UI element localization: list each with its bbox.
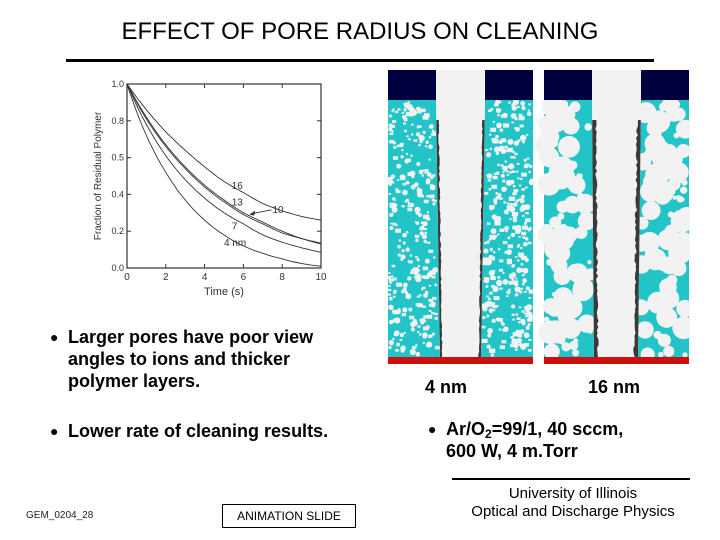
y-tick-label: 0.2 <box>111 226 124 236</box>
bullet-dot: ● <box>50 423 59 439</box>
curve-label: 7 <box>232 221 238 232</box>
bullet-text: Ar/O2=99/1, 40 sccm, 600 W, 4 m.Torr <box>446 419 624 461</box>
pore-simulation-images <box>386 70 699 366</box>
x-tick-label: 6 <box>241 272 247 283</box>
y-tick-label: 1.0 <box>111 79 124 89</box>
bullet-process-conditions: ● Ar/O2=99/1, 40 sccm, 600 W, 4 m.Torr <box>428 418 708 462</box>
curve-10 <box>126 83 322 244</box>
curve-label: 4 nm <box>224 238 246 249</box>
y-axis-label: Fraction of Residual Polymer <box>93 111 104 240</box>
plot-frame <box>126 83 322 269</box>
plot-area: 0 2 4 6 8 10 0.0 0.2 0.4 0.5 0.8 1.0 Time (s) Fractio… <box>93 79 327 298</box>
x-axis-label: Time (s) <box>204 286 244 298</box>
animation-slide-label: ANIMATION SLIDE <box>222 504 356 528</box>
pore-label-16nm: 16 nm <box>588 377 641 397</box>
y-tick-label: 0.5 <box>111 153 124 163</box>
arrow-icon <box>249 210 256 216</box>
curve-label: 10 <box>273 205 285 216</box>
bullet-pore-view-angles: ● Larger pores have poor view angles to … <box>50 326 360 392</box>
bullet-dot: ● <box>428 421 437 437</box>
bullet-text: Lower rate of cleaning results. <box>68 421 329 441</box>
x-tick-label: 4 <box>202 272 208 283</box>
institution-credit: University of Illinois Optical and Disch… <box>471 485 675 520</box>
slide-title: EFFECT OF PORE RADIUS ON CLEANING <box>121 18 599 45</box>
curve-label: 16 <box>232 181 244 192</box>
bullet-dot: ● <box>50 329 59 345</box>
y-tick-label: 0.0 <box>111 263 124 273</box>
slide-code: GEM_0204_28 <box>26 510 94 521</box>
title-divider <box>66 59 654 62</box>
x-tick-label: 2 <box>163 272 169 283</box>
bullet-text: Larger pores have poor view angles to io… <box>68 327 314 391</box>
bullet-lower-rate: ● Lower rate of cleaning results. <box>50 420 370 442</box>
curve-4-nm <box>126 83 322 267</box>
curve-16 <box>126 83 322 221</box>
x-tick-label: 10 <box>315 272 327 283</box>
x-tick-label: 8 <box>279 272 285 283</box>
y-tick-label: 0.4 <box>111 189 124 199</box>
curve-13 <box>126 83 322 245</box>
curve-label: 13 <box>232 197 244 208</box>
residual-polymer-chart: 0 2 4 6 8 10 0.0 0.2 0.4 0.5 0.8 1.0 Time (s) Fractio… <box>80 70 340 310</box>
institution-divider <box>452 478 690 480</box>
curve-7 <box>126 83 322 253</box>
y-tick-label: 0.8 <box>111 116 124 126</box>
pore-label-4nm: 4 nm <box>425 377 468 397</box>
x-tick-label: 0 <box>124 272 130 283</box>
